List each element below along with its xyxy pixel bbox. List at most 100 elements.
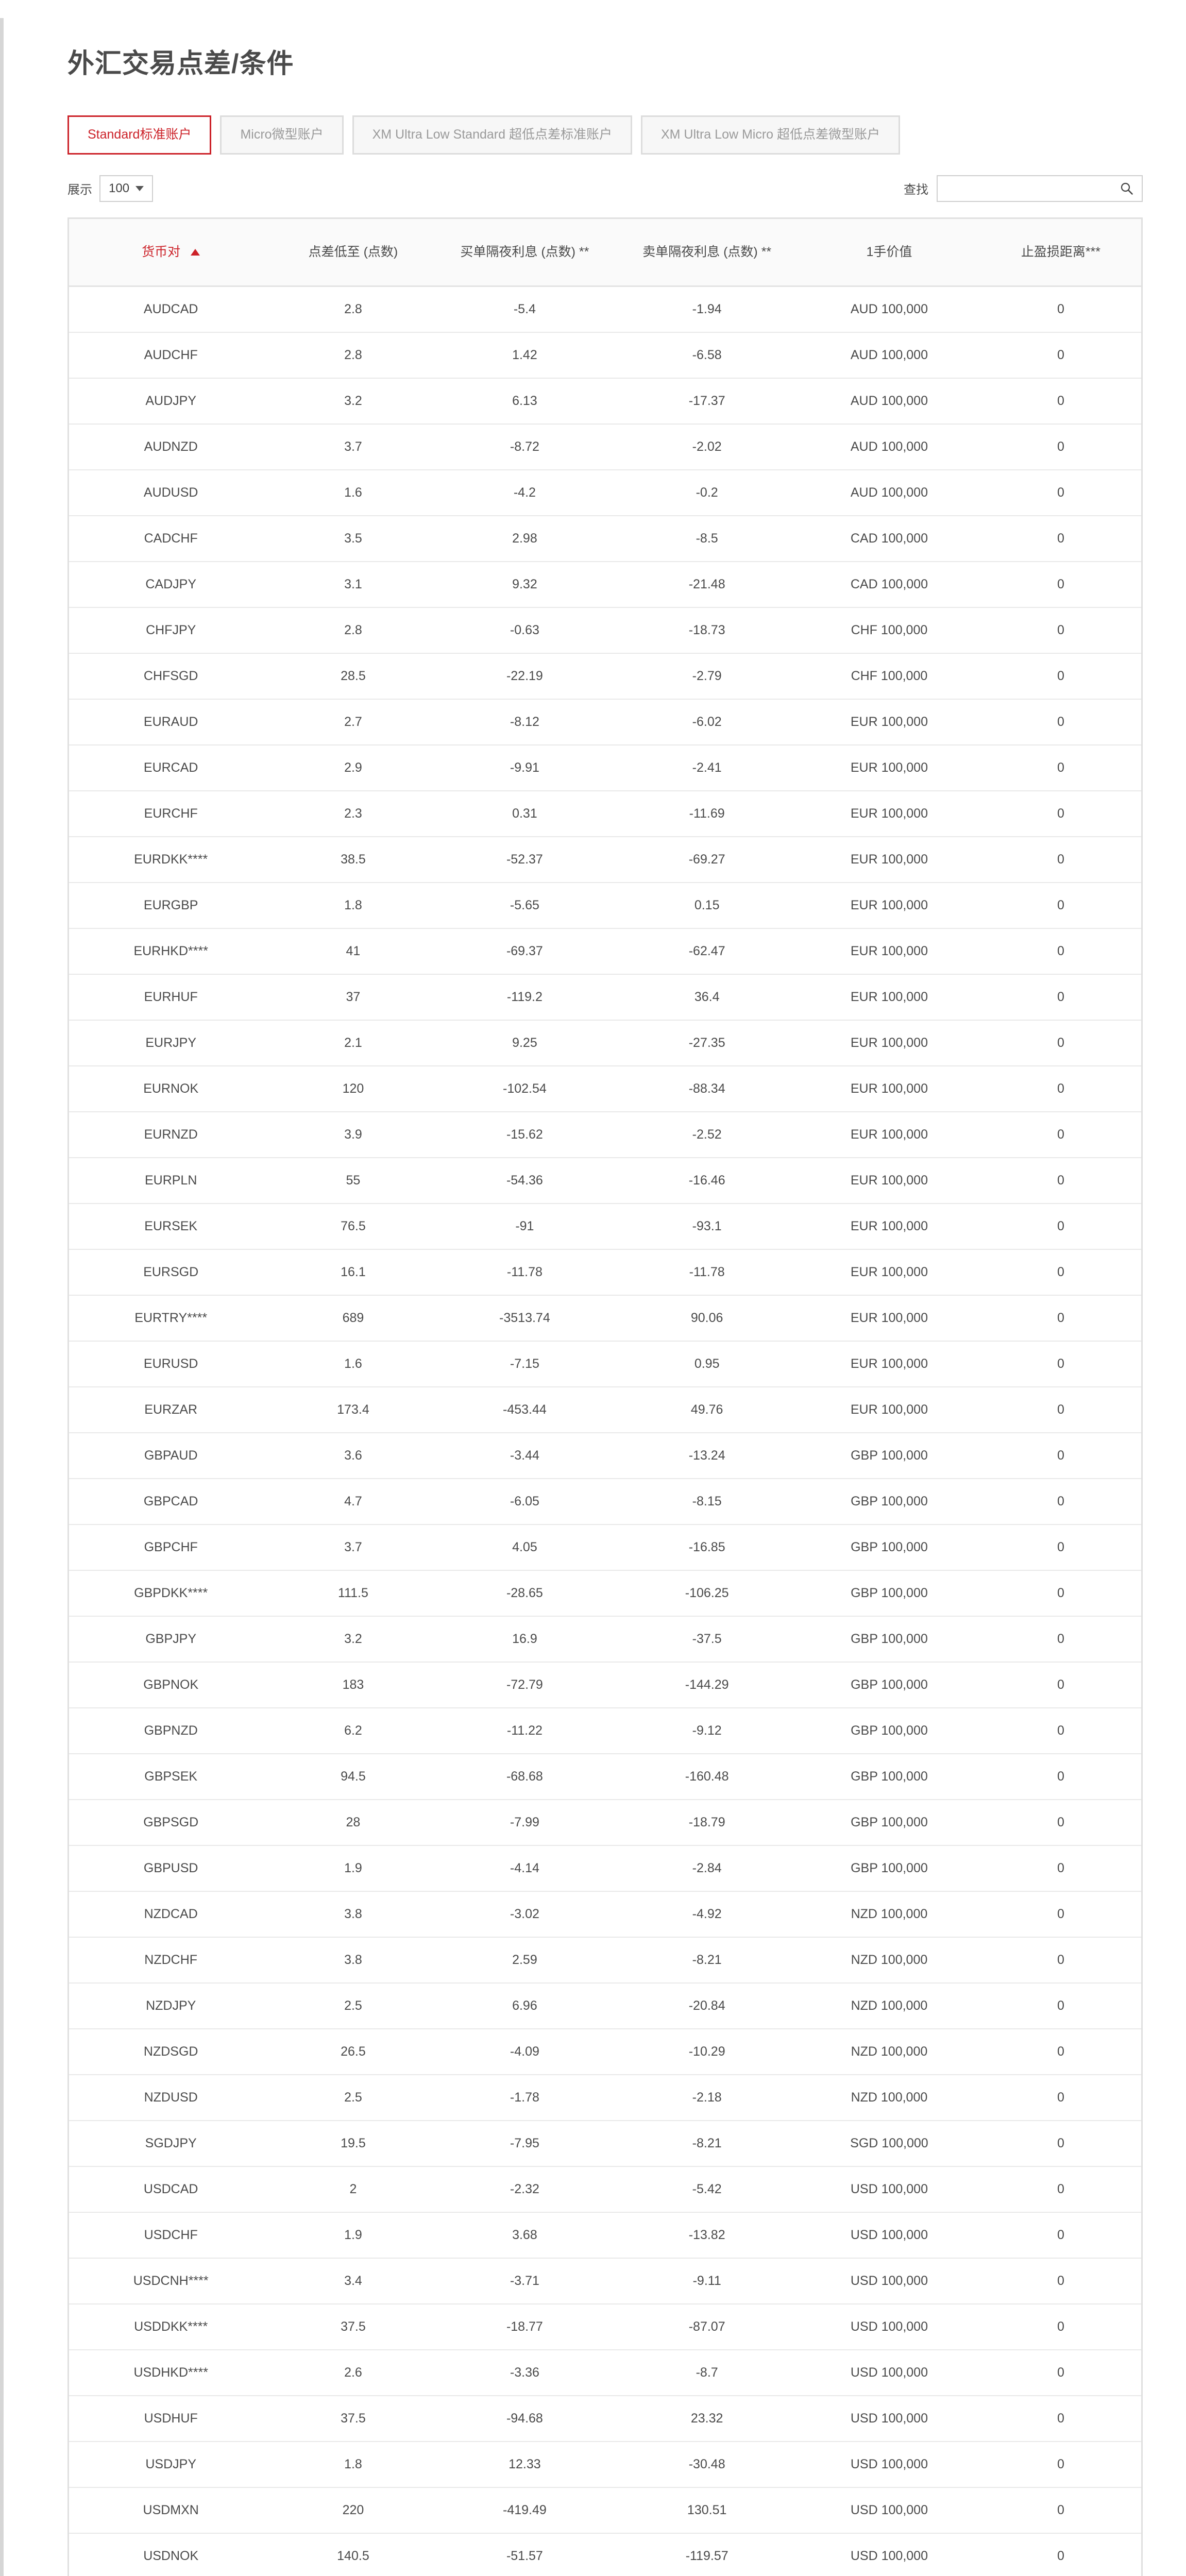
table-row: CADJPY 3.1 9.32 -21.48 CAD 100,000 0 [69, 562, 1141, 608]
table-row: AUDJPY 3.2 6.13 -17.37 AUD 100,000 0 [69, 378, 1141, 425]
table-row: USDDKK**** 37.5 -18.77 -87.07 USD 100,000 0 [69, 2304, 1141, 2351]
cell-spread: 220 [273, 2487, 434, 2534]
cell-buy-swap: -2.32 [433, 2166, 616, 2213]
cell-pair: USDHKD**** [69, 2350, 273, 2397]
cell-sell-swap: -69.27 [616, 837, 799, 884]
cell-buy-swap: -52.37 [433, 837, 616, 884]
cell-lot-value: GBP 100,000 [798, 1479, 980, 1526]
column-header-currency-pair-label: 货币对 [142, 244, 181, 259]
cell-buy-swap: -68.68 [433, 1754, 616, 1801]
cell-spread: 3.6 [273, 1433, 434, 1480]
cell-sell-swap: -11.78 [616, 1249, 799, 1296]
cell-buy-swap: 3.68 [433, 2212, 616, 2259]
cell-buy-swap: -22.19 [433, 653, 616, 700]
cell-stop-distance: 0 [980, 378, 1141, 425]
cell-lot-value: CHF 100,000 [798, 607, 980, 654]
cell-lot-value: USD 100,000 [798, 2442, 980, 2488]
cell-pair: EURHUF [69, 974, 273, 1021]
cell-lot-value: CAD 100,000 [798, 516, 980, 563]
column-header-sell-swap[interactable]: 卖单隔夜利息 (点数) ** [616, 218, 799, 287]
cell-spread: 1.9 [273, 2212, 434, 2259]
cell-sell-swap: -160.48 [616, 1754, 799, 1801]
cell-lot-value: GBP 100,000 [798, 1433, 980, 1480]
cell-sell-swap: -88.34 [616, 1066, 799, 1113]
tab-standard[interactable]: Standard标准账户 [67, 115, 212, 155]
cell-buy-swap: -69.37 [433, 928, 616, 975]
cell-lot-value: AUD 100,000 [798, 332, 980, 379]
column-header-stop-distance[interactable]: 止盈损距离*** [980, 218, 1141, 287]
cell-stop-distance: 0 [980, 1249, 1141, 1296]
cell-sell-swap: -16.46 [616, 1158, 799, 1205]
cell-pair: AUDJPY [69, 378, 273, 425]
column-header-spread[interactable]: 点差低至 (点数) [273, 218, 434, 287]
tab-ultra-low-micro[interactable]: XM Ultra Low Micro 超低点差微型账户 [640, 115, 901, 155]
cell-pair: EURCHF [69, 791, 273, 838]
cell-spread: 26.5 [273, 2029, 434, 2076]
table-row: USDHKD**** 2.6 -3.36 -8.7 USD 100,000 0 [69, 2350, 1141, 2397]
search-input[interactable] [938, 176, 1120, 201]
table-row: EURNOK 120 -102.54 -88.34 EUR 100,000 0 [69, 1066, 1141, 1113]
column-header-lot-value[interactable]: 1手价值 [798, 218, 980, 287]
cell-stop-distance: 0 [980, 837, 1141, 884]
cell-buy-swap: -91 [433, 1204, 616, 1250]
cell-sell-swap: 23.32 [616, 2396, 799, 2443]
cell-lot-value: EUR 100,000 [798, 1066, 980, 1113]
cell-lot-value: NZD 100,000 [798, 1891, 980, 1938]
table-row: GBPNOK 183 -72.79 -144.29 GBP 100,000 0 [69, 1662, 1141, 1709]
cell-pair: GBPSEK [69, 1754, 273, 1801]
cell-lot-value: EUR 100,000 [798, 1295, 980, 1342]
cell-buy-swap: 6.13 [433, 378, 616, 425]
cell-pair: USDCHF [69, 2212, 273, 2259]
cell-pair: EURNOK [69, 1066, 273, 1113]
cell-spread: 41 [273, 928, 434, 975]
cell-buy-swap: 0.31 [433, 791, 616, 838]
tab-micro[interactable]: Micro微型账户 [220, 115, 344, 155]
cell-buy-swap: 6.96 [433, 1983, 616, 2030]
cell-buy-swap: -8.72 [433, 424, 616, 471]
cell-pair: EURNZD [69, 1112, 273, 1159]
cell-spread: 3.7 [273, 424, 434, 471]
cell-lot-value: AUD 100,000 [798, 286, 980, 333]
cell-sell-swap: 0.95 [616, 1341, 799, 1388]
table-row: USDHUF 37.5 -94.68 23.32 USD 100,000 0 [69, 2396, 1141, 2443]
cell-pair: EURPLN [69, 1158, 273, 1205]
cell-sell-swap: -8.21 [616, 1937, 799, 1984]
column-header-buy-swap[interactable]: 买单隔夜利息 (点数) ** [433, 218, 616, 287]
table-row: GBPSEK 94.5 -68.68 -160.48 GBP 100,000 0 [69, 1754, 1141, 1801]
cell-stop-distance: 0 [980, 1983, 1141, 2030]
cell-pair: CHFSGD [69, 653, 273, 700]
cell-pair: NZDUSD [69, 2075, 273, 2122]
page-root: 外汇交易点差/条件 Standard标准账户 Micro微型账户 XM Ultr… [0, 18, 1186, 2576]
cell-sell-swap: -8.7 [616, 2350, 799, 2397]
cell-stop-distance: 0 [980, 745, 1141, 792]
column-header-currency-pair[interactable]: 货币对 [69, 218, 273, 287]
cell-sell-swap: -18.73 [616, 607, 799, 654]
cell-sell-swap: -2.52 [616, 1112, 799, 1159]
cell-spread: 37 [273, 974, 434, 1021]
cell-spread: 3.8 [273, 1937, 434, 1984]
cell-stop-distance: 0 [980, 2533, 1141, 2576]
table-row: USDCHF 1.9 3.68 -13.82 USD 100,000 0 [69, 2212, 1141, 2259]
cell-stop-distance: 0 [980, 1295, 1141, 1342]
cell-spread: 1.6 [273, 1341, 434, 1388]
cell-buy-swap: -453.44 [433, 1387, 616, 1434]
cell-buy-swap: -102.54 [433, 1066, 616, 1113]
search-icon [1120, 182, 1133, 195]
cell-pair: USDJPY [69, 2442, 273, 2488]
cell-spread: 1.8 [273, 2442, 434, 2488]
spreads-table: 货币对 点差低至 (点数) 买单隔夜利息 (点数) ** 卖单隔夜利息 (点数)… [69, 218, 1141, 2576]
table-row: CADCHF 3.5 2.98 -8.5 CAD 100,000 0 [69, 516, 1141, 563]
cell-sell-swap: -30.48 [616, 2442, 799, 2488]
cell-pair: CADJPY [69, 562, 273, 608]
cell-stop-distance: 0 [980, 1662, 1141, 1709]
cell-sell-swap: -62.47 [616, 928, 799, 975]
search-input-shell[interactable] [937, 175, 1143, 202]
cell-pair: EURDKK**** [69, 837, 273, 884]
tab-ultra-low-standard[interactable]: XM Ultra Low Standard 超低点差标准账户 [352, 115, 632, 155]
page-length-select[interactable]: 100 [99, 175, 154, 202]
table-row: EURCHF 2.3 0.31 -11.69 EUR 100,000 0 [69, 791, 1141, 838]
cell-spread: 6.2 [273, 1708, 434, 1755]
table-row: AUDNZD 3.7 -8.72 -2.02 AUD 100,000 0 [69, 424, 1141, 471]
cell-buy-swap: -419.49 [433, 2487, 616, 2534]
cell-buy-swap: -0.63 [433, 607, 616, 654]
